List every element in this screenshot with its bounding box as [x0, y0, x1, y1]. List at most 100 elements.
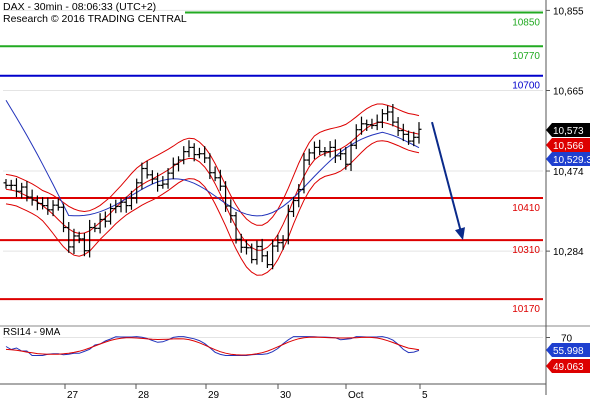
- price-bar: [19, 182, 25, 199]
- price-bar: [97, 213, 103, 234]
- last-price-badge: 10,573: [546, 123, 590, 137]
- level-label-10700: 10700: [512, 81, 540, 92]
- price-bar: [144, 160, 150, 179]
- price-bar: [400, 123, 406, 142]
- price-bar: [139, 162, 145, 190]
- price-bar: [34, 195, 40, 211]
- copyright-line: Research © 2016 TRADING CENTRAL: [3, 13, 187, 25]
- upper-band-badge-shape: [546, 138, 590, 152]
- time-tick-label: 28: [138, 390, 150, 400]
- price-bar: [55, 198, 61, 211]
- moving-average-layer: [5, 99, 420, 217]
- last-price-badge-shape: [546, 123, 590, 137]
- chart-title: DAX - 30min - 08:06:33 (UTC+2): [3, 1, 157, 13]
- level-label-10850: 10850: [512, 18, 540, 29]
- price-bar: [149, 170, 155, 185]
- level-layer: 10850 10770 10700 10410 10310 10170: [0, 11, 543, 315]
- rsi-panel: [0, 325, 590, 356]
- price-bar: [223, 181, 229, 212]
- moving-average-badge-text: 10,529.3: [553, 155, 590, 166]
- price-bar: [196, 147, 202, 159]
- rsi-ma-value-badge-text: 49.063: [553, 362, 584, 373]
- price-bar: [390, 103, 396, 127]
- price-bar: [29, 189, 35, 206]
- moving-average-badge: 10,529.3: [546, 152, 590, 166]
- price-bar: [134, 178, 140, 204]
- rsi-tick-label: 70: [561, 334, 573, 345]
- price-bar: [160, 176, 166, 189]
- rsi-value-badge: 55.998: [546, 343, 590, 357]
- price-bar: [170, 157, 176, 180]
- price-bar: [186, 140, 192, 158]
- moving-average-badge-shape: [546, 152, 590, 166]
- price-bar: [358, 116, 364, 135]
- price-bar: [311, 141, 317, 160]
- level-label-10770: 10770: [512, 51, 540, 62]
- price-bar: [259, 238, 265, 263]
- forecast-arrow-head: [455, 227, 465, 241]
- price-bar: [327, 141, 333, 158]
- price-bar: [102, 211, 108, 228]
- price-bar-layer: [3, 103, 422, 270]
- price-bar: [322, 146, 328, 157]
- price-bar: [71, 228, 77, 255]
- price-bar: [128, 190, 134, 210]
- price-bar: [228, 199, 234, 223]
- price-bar: [270, 239, 276, 270]
- time-tick-label: 29: [208, 390, 220, 400]
- price-bar: [280, 235, 286, 250]
- price-bar: [113, 199, 119, 214]
- price-bar: [118, 198, 124, 213]
- price-bar: [243, 240, 249, 255]
- price-bar: [264, 251, 270, 268]
- price-bar: [45, 197, 51, 215]
- price-bar: [202, 146, 208, 164]
- price-bar: [66, 222, 72, 253]
- price-bar: [275, 234, 281, 252]
- price-bar: [8, 179, 14, 190]
- forecast-arrow-shaft: [431, 121, 462, 233]
- price-bar: [406, 130, 412, 145]
- price-bar: [181, 146, 187, 165]
- rsi-ma-line: [5, 336, 420, 356]
- price-bar: [364, 119, 370, 131]
- price-bar: [238, 233, 244, 253]
- price-bar: [40, 197, 46, 210]
- bollinger-middle-band: [5, 121, 420, 251]
- level-label-10410: 10410: [512, 203, 540, 214]
- price-bar: [123, 196, 129, 213]
- price-bar: [285, 204, 291, 245]
- level-label-10170: 10170: [512, 304, 540, 315]
- value-tick-label: 10,474: [553, 167, 584, 178]
- price-bar: [395, 117, 401, 137]
- price-bar: [379, 109, 385, 129]
- rsi-value-badge-text: 55.998: [553, 346, 584, 357]
- price-bar: [306, 148, 312, 166]
- price-bar: [338, 148, 344, 161]
- price-bar: [317, 139, 323, 156]
- value-badge-layer: 10,573 10,566 10,529.3 55.998 49.063: [546, 123, 590, 373]
- price-bar: [207, 153, 213, 180]
- bollinger-upper-band: [5, 103, 420, 226]
- upper-band-badge-text: 10,566: [553, 141, 584, 152]
- price-bar: [191, 143, 197, 162]
- price-bar: [61, 203, 67, 233]
- price-bar: [291, 196, 297, 217]
- price-bar: [24, 181, 30, 202]
- price-bar: [249, 243, 255, 264]
- price-bar: [233, 211, 239, 244]
- price-bar: [369, 118, 375, 129]
- price-bar: [296, 184, 302, 208]
- price-bar: [165, 168, 171, 189]
- price-bar: [217, 169, 223, 191]
- upper-band-badge: 10,566: [546, 138, 590, 152]
- time-tick-label: 27: [67, 390, 79, 400]
- price-bar: [87, 219, 93, 258]
- value-tick-label: 10,284: [553, 247, 584, 258]
- price-bar: [411, 131, 417, 147]
- price-bar: [353, 124, 359, 150]
- rsi-line: [5, 336, 420, 356]
- price-bar: [155, 172, 161, 192]
